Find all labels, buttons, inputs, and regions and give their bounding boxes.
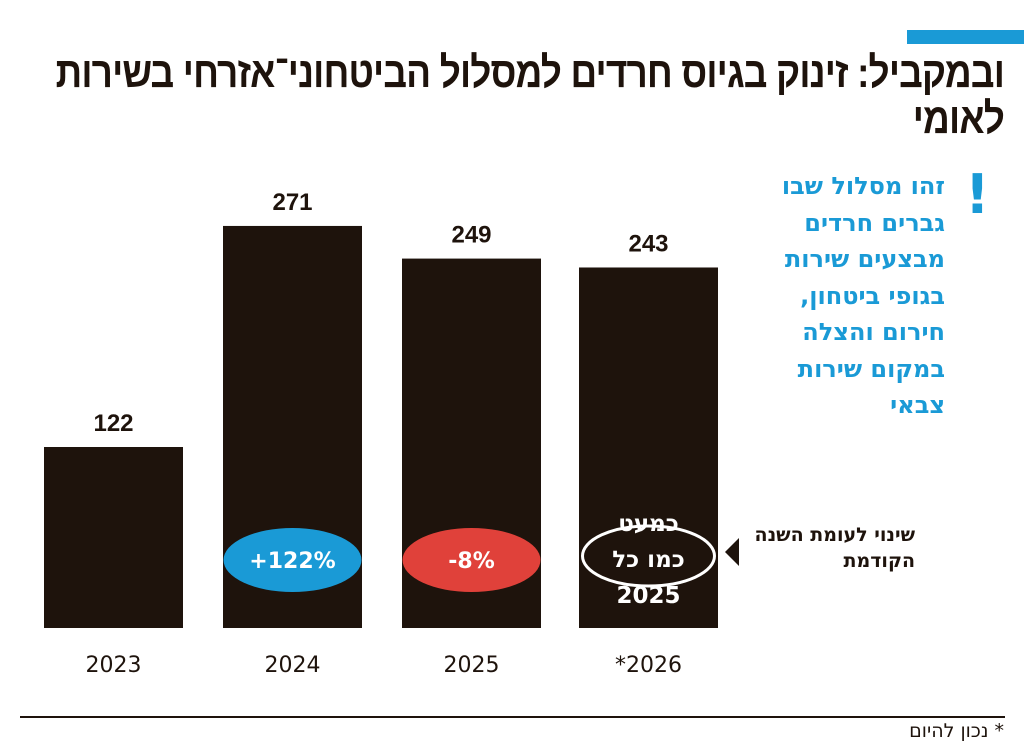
value-label: 122	[93, 410, 133, 437]
change-label: +122%	[249, 549, 335, 574]
side-note: זהו מסלול שבו גברים חרדים מבצעים שירות ב…	[781, 172, 945, 419]
value-label: 243	[628, 230, 668, 257]
chart-title: ובמקביל: זינוק בגיוס חרדים למסלול הביטחו…	[55, 49, 1005, 143]
x-tick-label: 2025	[444, 653, 500, 678]
legend-note: שינוי לעומת השנה הקודמת	[754, 524, 915, 572]
accent-bar	[907, 30, 1024, 44]
bar-2026	[579, 267, 718, 628]
change-label-line: כמעט	[618, 511, 679, 537]
change-label: -8%	[448, 549, 494, 574]
bar-2023	[44, 447, 183, 628]
change-label-line: כמו כל	[612, 547, 685, 573]
bottom-rule	[20, 716, 1005, 718]
x-tick-label: *2026	[615, 653, 682, 678]
change-bubble	[223, 528, 362, 592]
x-tick-label: 2023	[86, 653, 142, 678]
change-bubble	[402, 528, 541, 592]
legend-arrow-icon	[725, 538, 739, 566]
exclamation-icon: !	[965, 163, 990, 226]
value-label: 249	[451, 222, 491, 249]
value-label: 271	[272, 189, 312, 216]
footnote: * נכון להיום	[909, 720, 1004, 742]
change-label-line: 2025	[616, 583, 680, 609]
x-tick-label: 2024	[265, 653, 321, 678]
change-bubble-outline	[581, 524, 716, 588]
